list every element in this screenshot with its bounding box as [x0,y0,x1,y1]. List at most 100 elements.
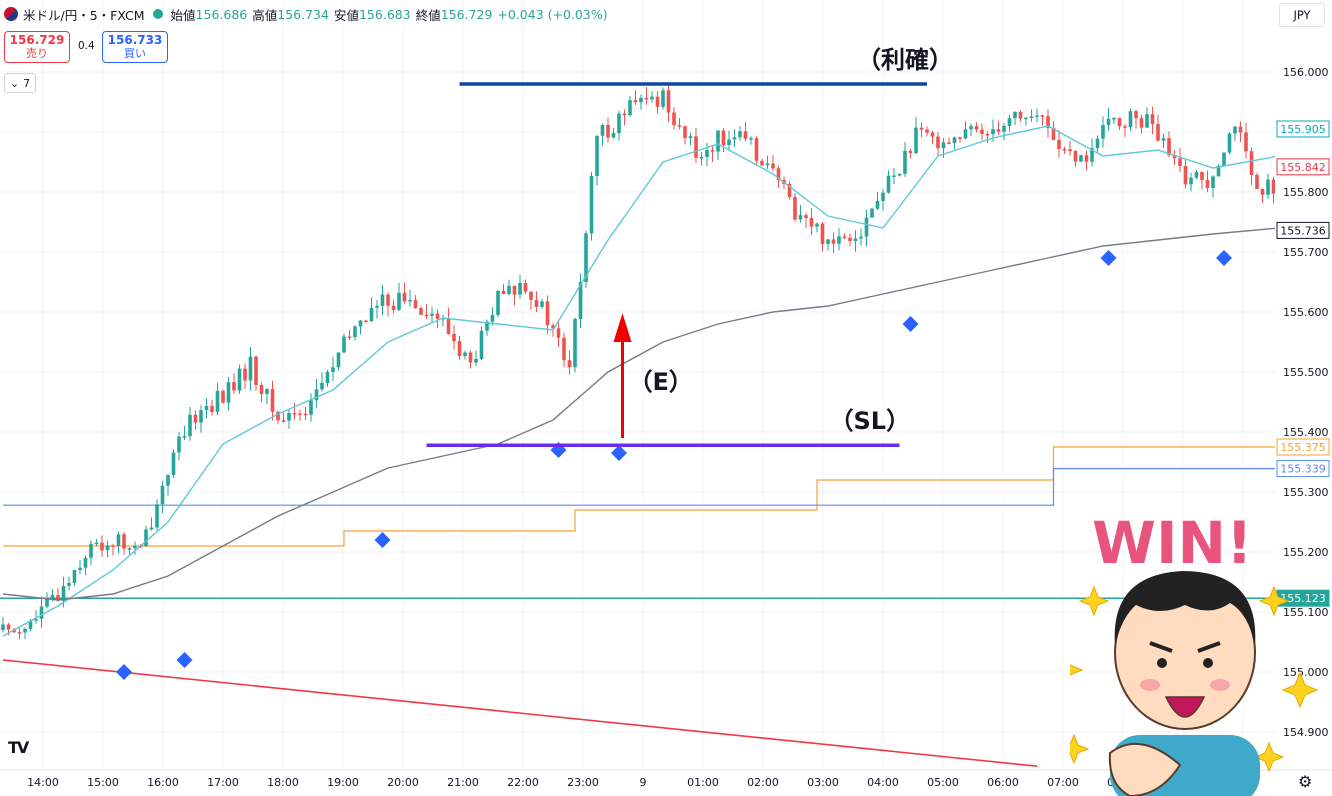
win-text: WIN! [1092,509,1253,577]
candle-body [1172,155,1177,159]
candle-body [661,90,665,107]
candle-body [980,129,984,134]
candle-body [534,299,539,307]
diamond-marker [902,316,919,332]
x-tick-label: 14:00 [27,776,59,789]
candle-body [1051,127,1056,140]
close-label: 終値 [415,7,441,23]
y-tick-label: 155.000 [1283,666,1329,679]
candle-body [380,294,385,306]
candle-body [1189,177,1193,185]
candle-body [254,356,258,385]
candle-body [100,542,104,551]
candle-body [831,239,836,244]
candle-body [551,325,555,329]
x-tick-label: 06:00 [987,776,1019,789]
candle-body [1123,126,1127,128]
candle-body [347,336,352,339]
candle-body [204,405,209,411]
diamond-marker [116,664,132,680]
candle-body [287,413,291,421]
change-value: +0.043 (+0.03%) [497,6,608,22]
level-price-tag [1276,438,1330,456]
ma-line [2,227,1280,601]
buy-button[interactable]: 156.733 買い [102,31,168,63]
candle-body [760,160,764,166]
y-tick-label: 155.700 [1283,246,1329,259]
annotation-label: （利確） [857,46,953,74]
candle-body [446,317,451,334]
candle-body [991,129,995,135]
x-tick-label: 22:00 [507,776,539,789]
trend-line [2,659,1038,767]
candle-body [1244,132,1248,152]
candle-body [309,400,313,415]
price-tag-label: 155.905 [1280,123,1326,136]
candle-body [837,236,841,244]
candle-body [435,313,440,319]
x-tick-label: 9 [640,776,647,789]
candle-body [1167,138,1171,156]
candle-body [188,414,192,437]
candle-body [556,328,561,338]
candle-body [281,420,286,422]
candle-body [859,236,863,239]
candle-body [886,175,891,193]
currency-button[interactable]: JPY [1279,3,1325,27]
candle-body [595,135,599,176]
high-label: 高値 [252,7,278,23]
candle-body [1128,111,1133,128]
candle-body [292,413,297,415]
indicators-toggle[interactable]: ⌄ 7 [4,73,36,93]
candle-body [897,173,902,176]
symbol-header: 米ドル/円・5・FXCM 始値 156.686 高値 156.734 安値 156.6… [4,4,608,24]
candle-body [930,132,935,137]
candle-body [501,290,506,294]
candle-body [127,548,132,550]
candle-body [1073,151,1078,162]
candle-body [232,382,236,391]
candle-body [1090,148,1094,162]
sell-label: 売り [26,47,48,60]
candle-body [512,285,517,295]
sell-price: 156.729 [9,33,65,47]
candle-body [61,585,66,601]
candle-body [848,237,852,241]
gridlines [0,0,1275,770]
candle-body [342,336,346,353]
price-tag [1276,158,1330,176]
symbol-title[interactable]: 米ドル/円・5・FXCM [23,7,145,23]
y-tick-label: 155.100 [1283,606,1329,619]
candle-body [276,411,280,421]
candle-body [683,126,687,139]
diamond-marker [374,532,391,548]
high-value: 156.734 [277,6,329,22]
candle-body [45,598,49,607]
tradingview-logo: TV [8,738,29,757]
candle-body [1183,166,1188,185]
candle-body [485,321,489,331]
x-tick-label: 15:00 [87,776,119,789]
candle-body [303,413,308,416]
candle-body [941,142,946,149]
candle-body [875,200,880,209]
candle-body [474,358,478,363]
sell-button[interactable]: 156.729 売り [4,31,70,63]
open-value: 156.686 [195,6,248,22]
candle-body [804,215,808,219]
candle-body [567,360,572,368]
x-tick-label: 07:00 [1047,776,1079,789]
candle-body [1046,116,1050,128]
candle-body [793,196,797,220]
candle-body [936,136,940,149]
gear-icon[interactable]: ⚙ [1298,772,1313,791]
candle-body [369,307,374,322]
candle-body [1062,149,1067,151]
candle-body [89,543,93,558]
candle-body [457,341,462,357]
candle-body [1095,138,1100,149]
diamond-marker [176,652,193,668]
candle-body [298,413,302,416]
y-tick-label: 155.200 [1283,546,1329,559]
